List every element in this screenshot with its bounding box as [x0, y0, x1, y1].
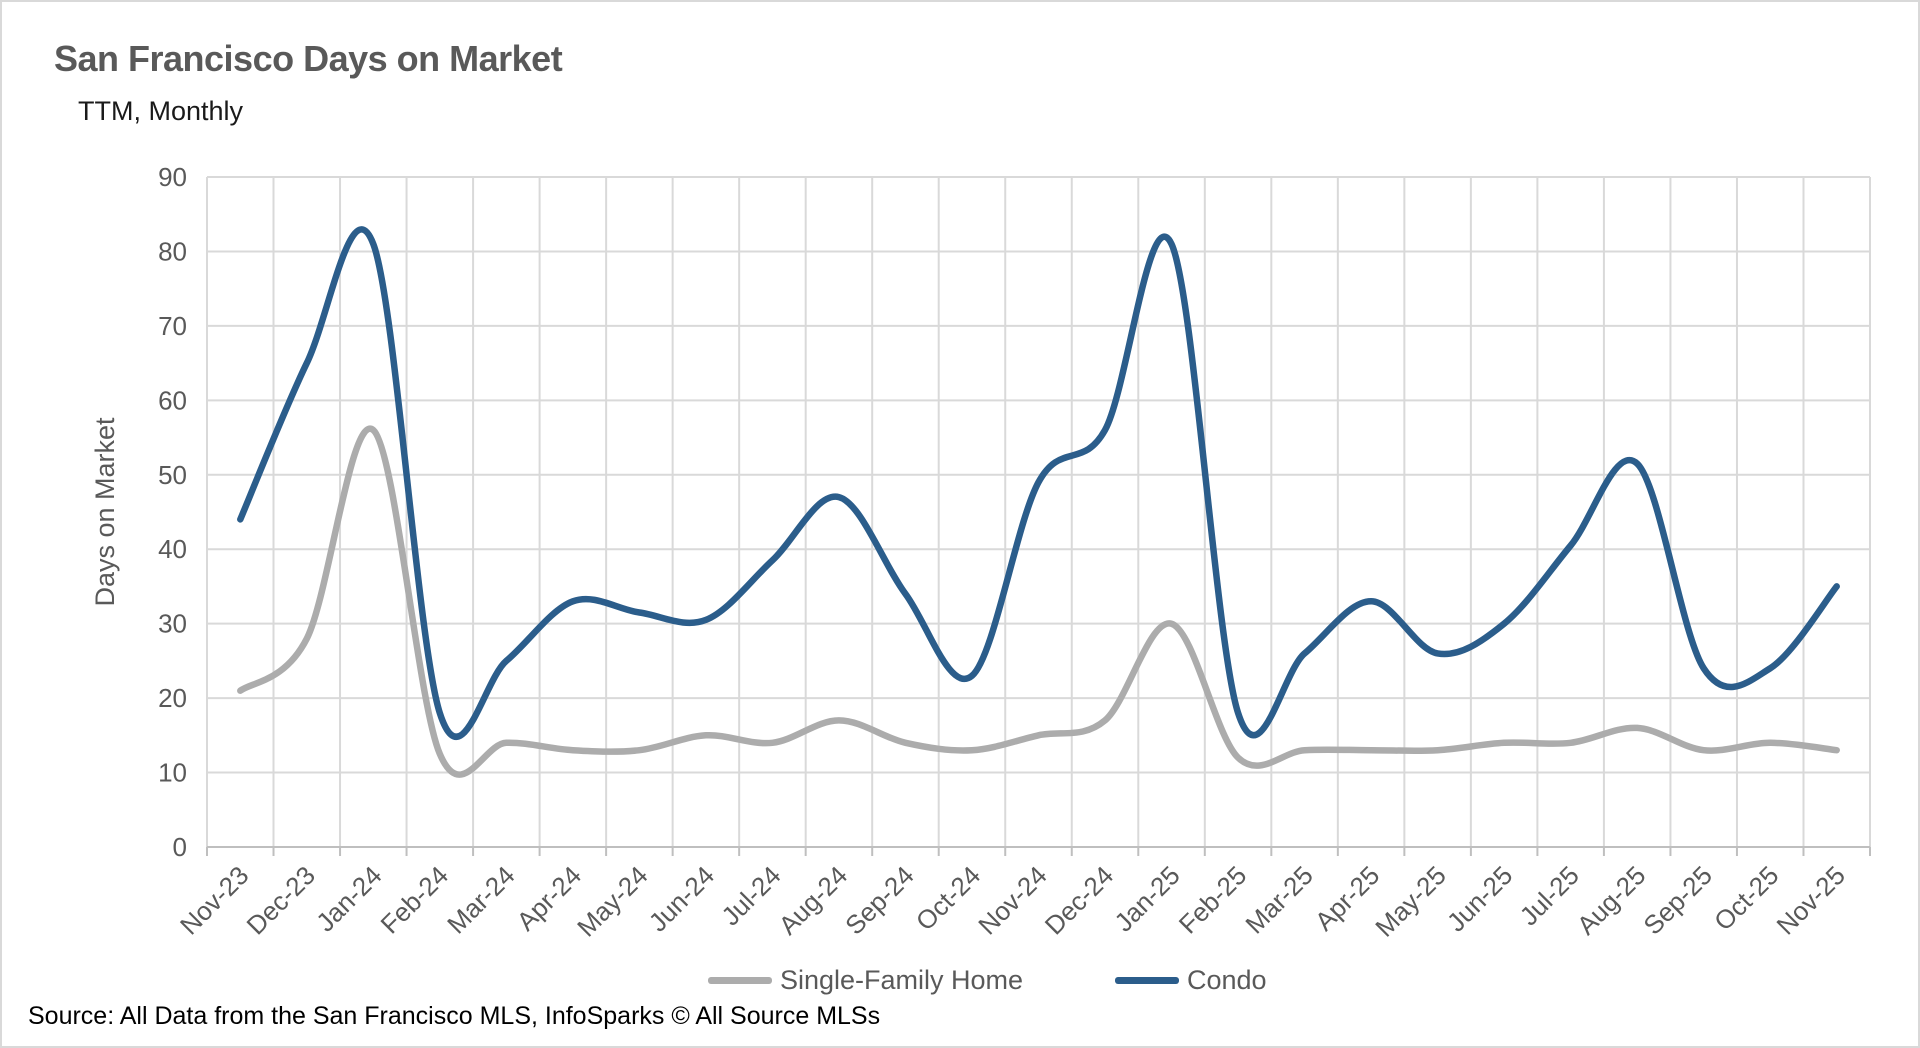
- y-axis-label: 70: [158, 311, 187, 341]
- x-axis-label: Dec-24: [1039, 860, 1119, 940]
- y-axis-label: 40: [158, 534, 187, 564]
- chart-subtitle: TTM, Monthly: [78, 96, 244, 126]
- y-axis-label: 90: [158, 162, 187, 192]
- y-axis-label: 50: [158, 460, 187, 490]
- x-axis-label: Sep-25: [1637, 860, 1717, 940]
- x-axis-label: Aug-24: [773, 860, 853, 940]
- x-axis-label: Dec-23: [241, 860, 321, 940]
- x-axis-label: Aug-25: [1571, 860, 1651, 940]
- x-axis-label: Jan-25: [1108, 860, 1185, 937]
- y-axis-label: 10: [158, 758, 187, 788]
- x-axis-label: Oct-25: [1708, 860, 1784, 936]
- x-axis-label: Jan-24: [310, 860, 387, 937]
- y-axis-label: 30: [158, 609, 187, 639]
- x-axis-label: Nov-25: [1770, 860, 1850, 940]
- x-axis-label: May-25: [1369, 860, 1452, 943]
- series-line-single-family-home: [237, 425, 1840, 778]
- source-note: Source: All Data from the San Francisco …: [28, 1002, 881, 1030]
- y-axis-label: 0: [173, 832, 187, 862]
- y-axis-label: 80: [158, 236, 187, 266]
- x-axis-label: Jun-25: [1441, 860, 1518, 937]
- x-axis-label: Sep-24: [839, 860, 919, 940]
- x-axis-label: Oct-24: [910, 860, 986, 936]
- y-axis-label: 60: [158, 385, 187, 415]
- y-axis-title: Days on Market: [90, 417, 120, 607]
- x-axis-label: May-24: [571, 860, 654, 943]
- x-axis-label: Jun-24: [643, 860, 720, 937]
- y-axis-label: 20: [158, 683, 187, 713]
- x-axis-label: Nov-23: [174, 860, 254, 940]
- x-axis-label: Feb-24: [375, 860, 454, 939]
- x-axis-label: Mar-25: [1239, 860, 1318, 939]
- x-axis-label: Nov-24: [972, 860, 1052, 940]
- x-axis-label: Feb-25: [1173, 860, 1252, 939]
- series-line-condo: [237, 226, 1840, 740]
- page-title: San Francisco Days on Market: [54, 38, 563, 79]
- x-axis-label: Mar-24: [441, 860, 520, 939]
